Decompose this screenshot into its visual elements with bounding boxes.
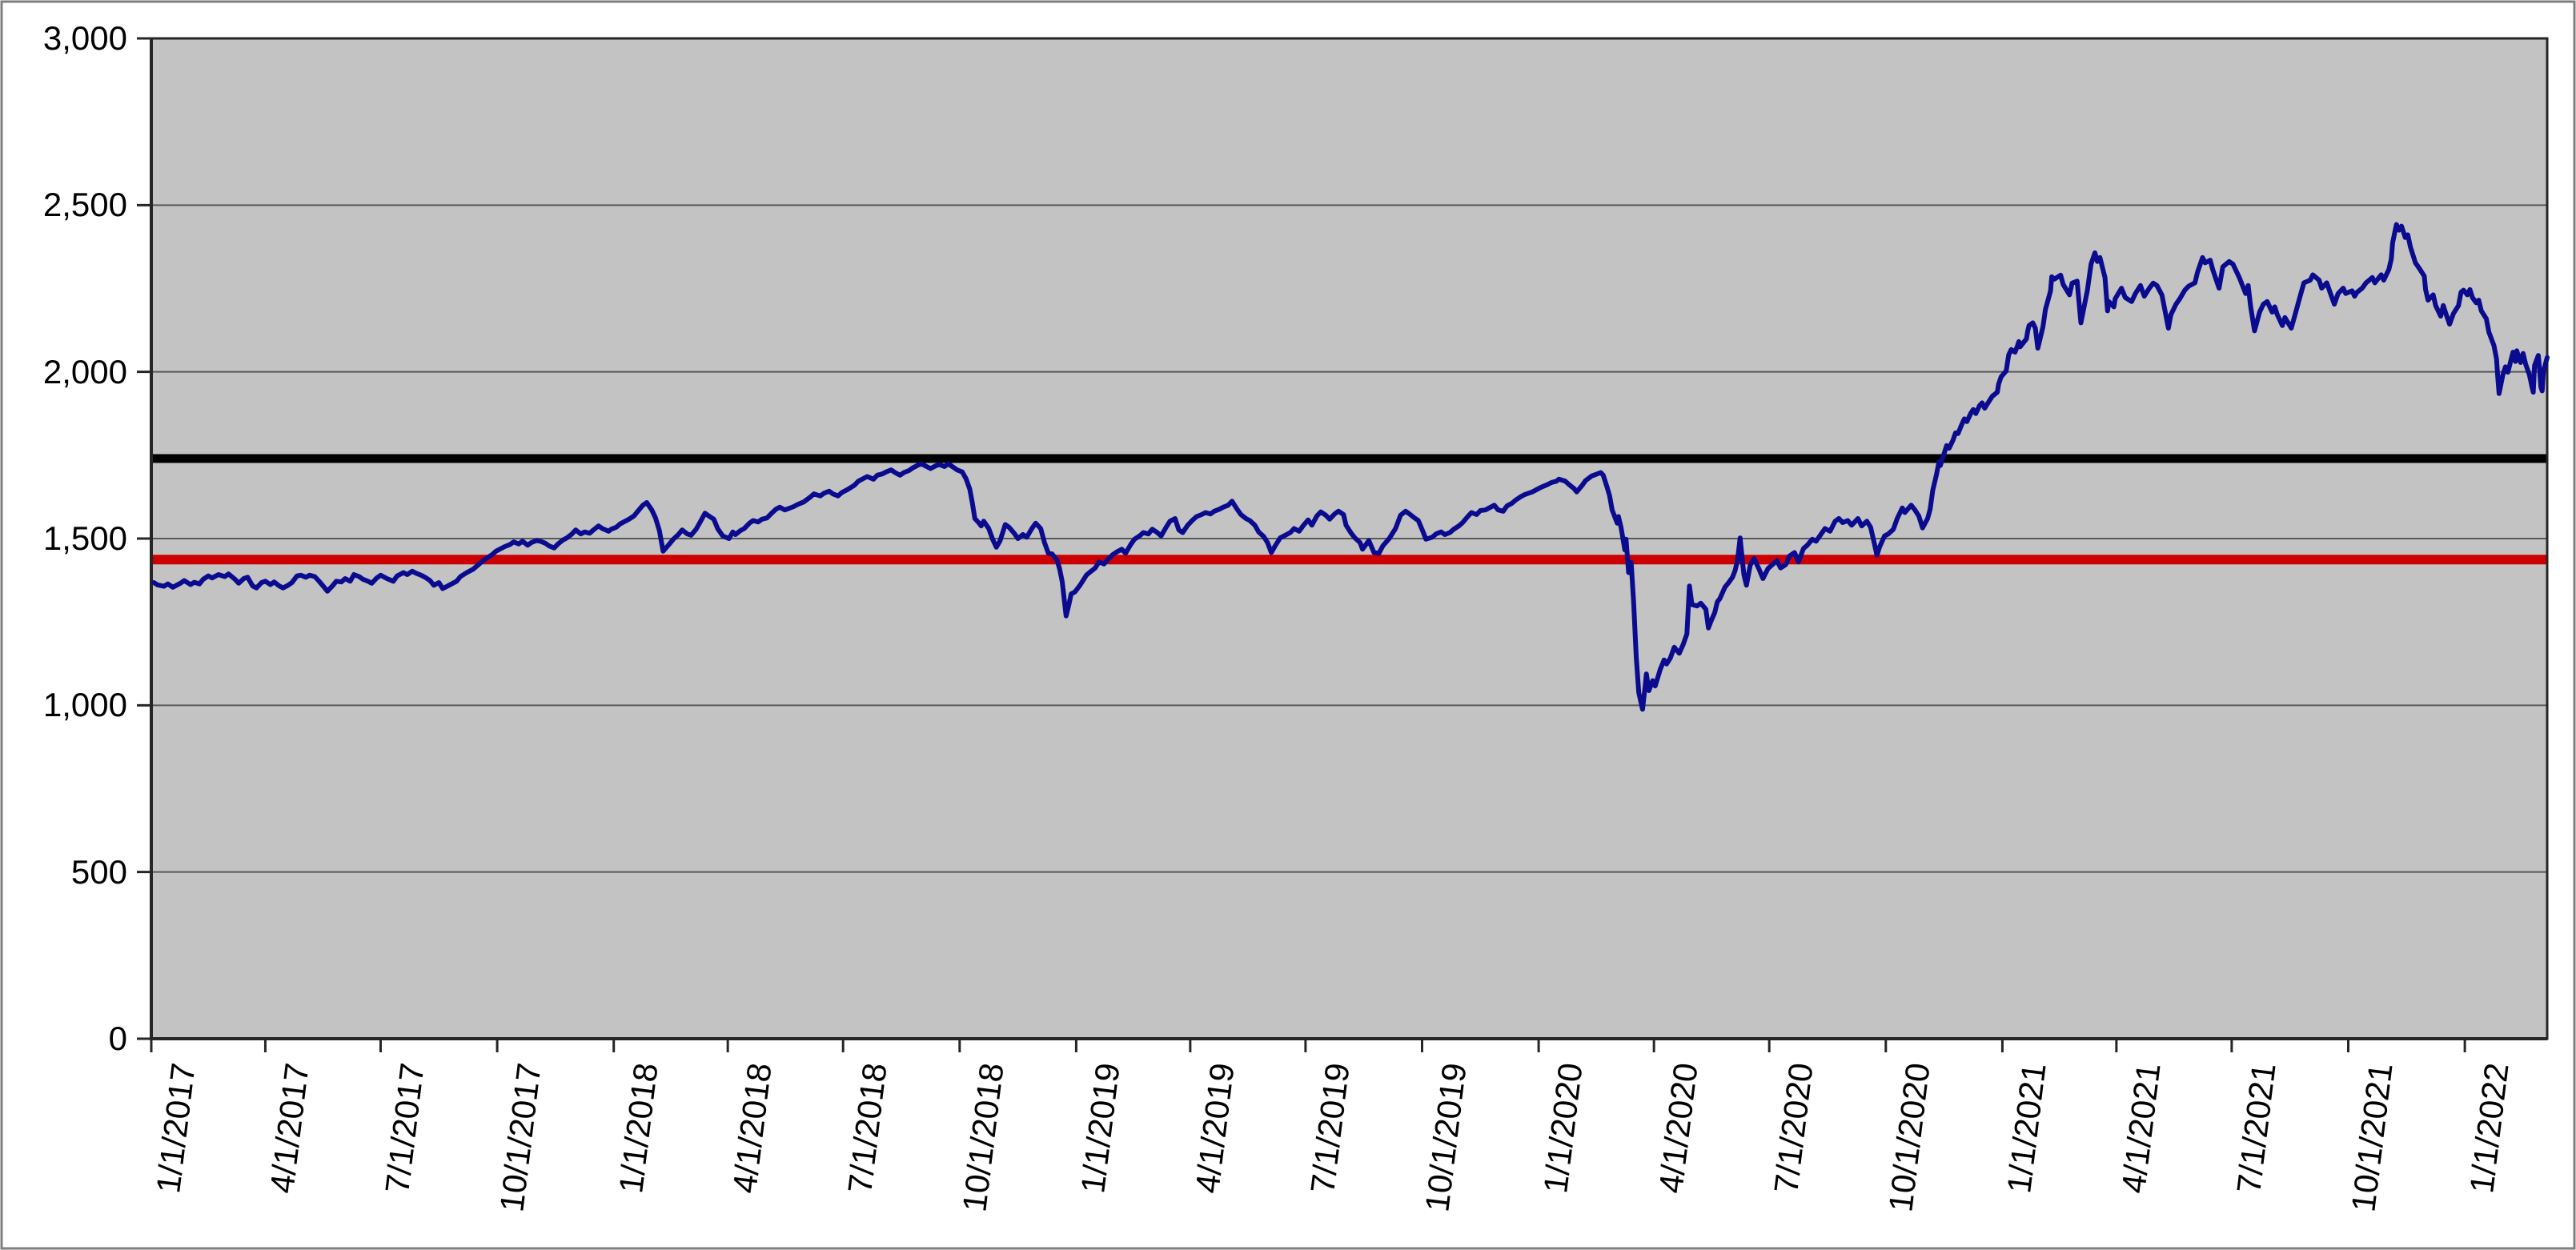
y-tick-label: 0 (108, 1020, 127, 1057)
y-tick-label: 500 (70, 852, 127, 891)
index-price-line (151, 222, 2550, 712)
y-tick-label: 1,500 (42, 519, 127, 557)
y-tick-label: 1,000 (42, 686, 127, 724)
y-tick-label: 3,000 (42, 19, 127, 57)
y-tick-label: 2,000 (42, 352, 127, 391)
y-tick-label: 2,500 (42, 186, 127, 224)
